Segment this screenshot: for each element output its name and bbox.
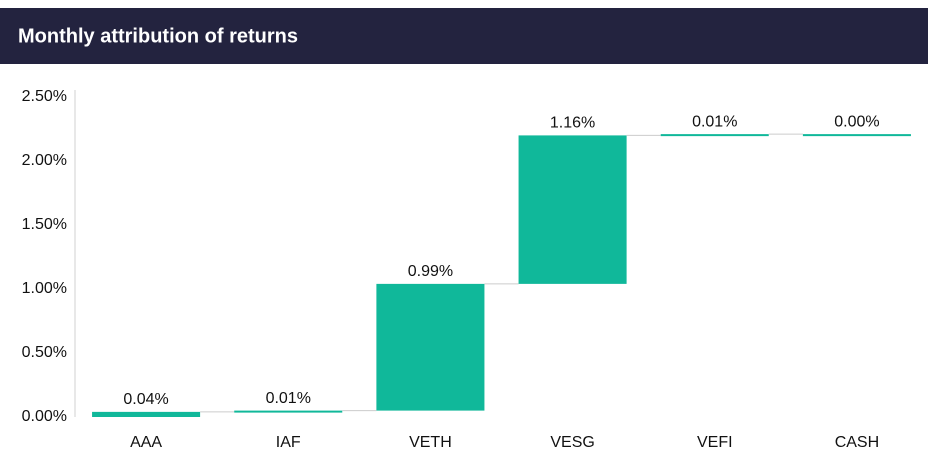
bar [518, 135, 627, 284]
data-label: 0.01% [266, 390, 311, 407]
data-label: 0.00% [834, 113, 879, 130]
data-label: 0.99% [408, 263, 453, 280]
bar [92, 411, 201, 417]
x-tick-label: VETH [409, 434, 452, 451]
data-label: 0.01% [692, 113, 737, 130]
header-bar [0, 8, 928, 64]
x-tick-label: VESG [550, 434, 594, 451]
data-label: 0.04% [123, 391, 168, 408]
y-tick-label: 2.50% [22, 88, 67, 105]
y-tick-label: 1.50% [22, 216, 67, 233]
y-tick-label: 0.00% [22, 408, 67, 425]
bar [660, 134, 769, 137]
chart-title: Monthly attribution of returns [18, 25, 298, 47]
bar [802, 134, 911, 137]
data-label: 1.16% [550, 115, 595, 132]
x-tick-label: AAA [130, 434, 162, 451]
y-tick-label: 0.50% [22, 344, 67, 361]
x-tick-label: VEFI [697, 434, 733, 451]
bar [234, 410, 343, 413]
bar [376, 283, 485, 411]
y-tick-label: 1.00% [22, 280, 67, 297]
x-tick-label: CASH [835, 434, 879, 451]
x-tick-label: IAF [276, 434, 301, 451]
y-tick-label: 2.00% [22, 152, 67, 169]
